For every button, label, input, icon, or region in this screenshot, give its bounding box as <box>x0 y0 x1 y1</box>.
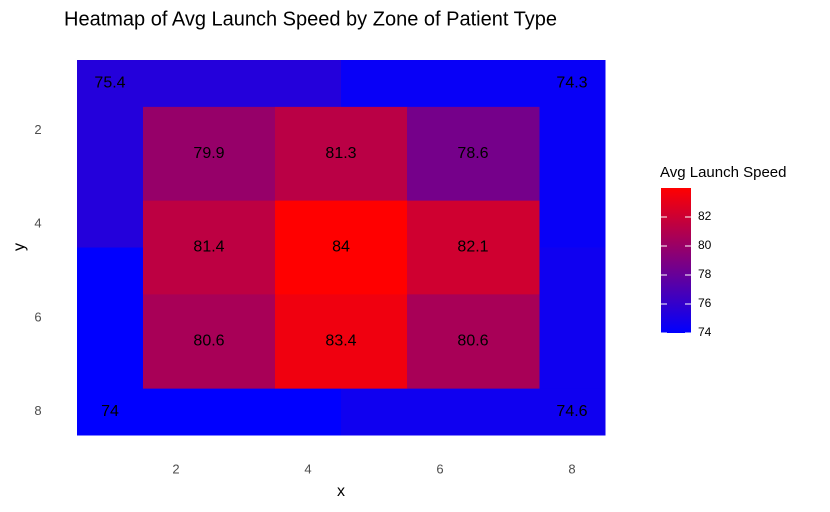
value-label: 80.6 <box>193 332 224 349</box>
value-label: 81.3 <box>325 145 356 162</box>
value-label: 75.4 <box>94 75 125 92</box>
colorbar-tick-label: 78 <box>698 267 712 281</box>
y-tick-label: 4 <box>34 216 41 231</box>
tile <box>275 200 408 295</box>
tile <box>341 60 606 108</box>
value-label: 79.9 <box>193 145 224 162</box>
value-label: 78.6 <box>457 145 488 162</box>
x-axis-label: x <box>337 483 345 500</box>
y-tick-label: 2 <box>34 122 41 137</box>
x-tick-label: 4 <box>304 461 311 476</box>
tile <box>143 294 276 389</box>
x-tick-label: 6 <box>436 461 443 476</box>
chart-title: Heatmap of Avg Launch Speed by Zone of P… <box>64 8 557 30</box>
tile <box>77 247 144 389</box>
value-label: 84 <box>332 239 350 256</box>
value-label: 74 <box>101 403 119 420</box>
legend-title: Avg Launch Speed <box>660 164 787 181</box>
value-label: 82.1 <box>457 239 488 256</box>
y-tick-label: 8 <box>34 403 41 418</box>
colorbar-tick-label: 76 <box>698 296 712 310</box>
tile <box>407 200 540 295</box>
colorbar-tick-label: 74 <box>698 325 712 339</box>
tile <box>539 247 606 389</box>
x-tick-label: 2 <box>172 461 179 476</box>
x-tick-label: 8 <box>568 461 575 476</box>
y-axis-label: y <box>11 243 28 251</box>
colorbar <box>661 188 691 333</box>
value-label: 74.3 <box>556 75 587 92</box>
tile <box>77 60 342 108</box>
tile <box>539 106 606 248</box>
value-label: 80.6 <box>457 332 488 349</box>
tile <box>143 200 276 295</box>
tile <box>143 106 276 202</box>
tile <box>407 294 540 389</box>
y-tick-label: 6 <box>34 309 41 324</box>
tile <box>341 388 606 436</box>
tile <box>77 388 342 436</box>
value-label: 74.6 <box>556 403 587 420</box>
value-label: 83.4 <box>325 332 356 349</box>
tile <box>407 106 540 202</box>
colorbar-tick-label: 80 <box>698 238 712 252</box>
colorbar-tick-label: 82 <box>698 209 712 223</box>
tile <box>77 106 144 248</box>
tile <box>275 106 408 202</box>
tile <box>275 294 408 389</box>
value-label: 81.4 <box>193 239 224 256</box>
